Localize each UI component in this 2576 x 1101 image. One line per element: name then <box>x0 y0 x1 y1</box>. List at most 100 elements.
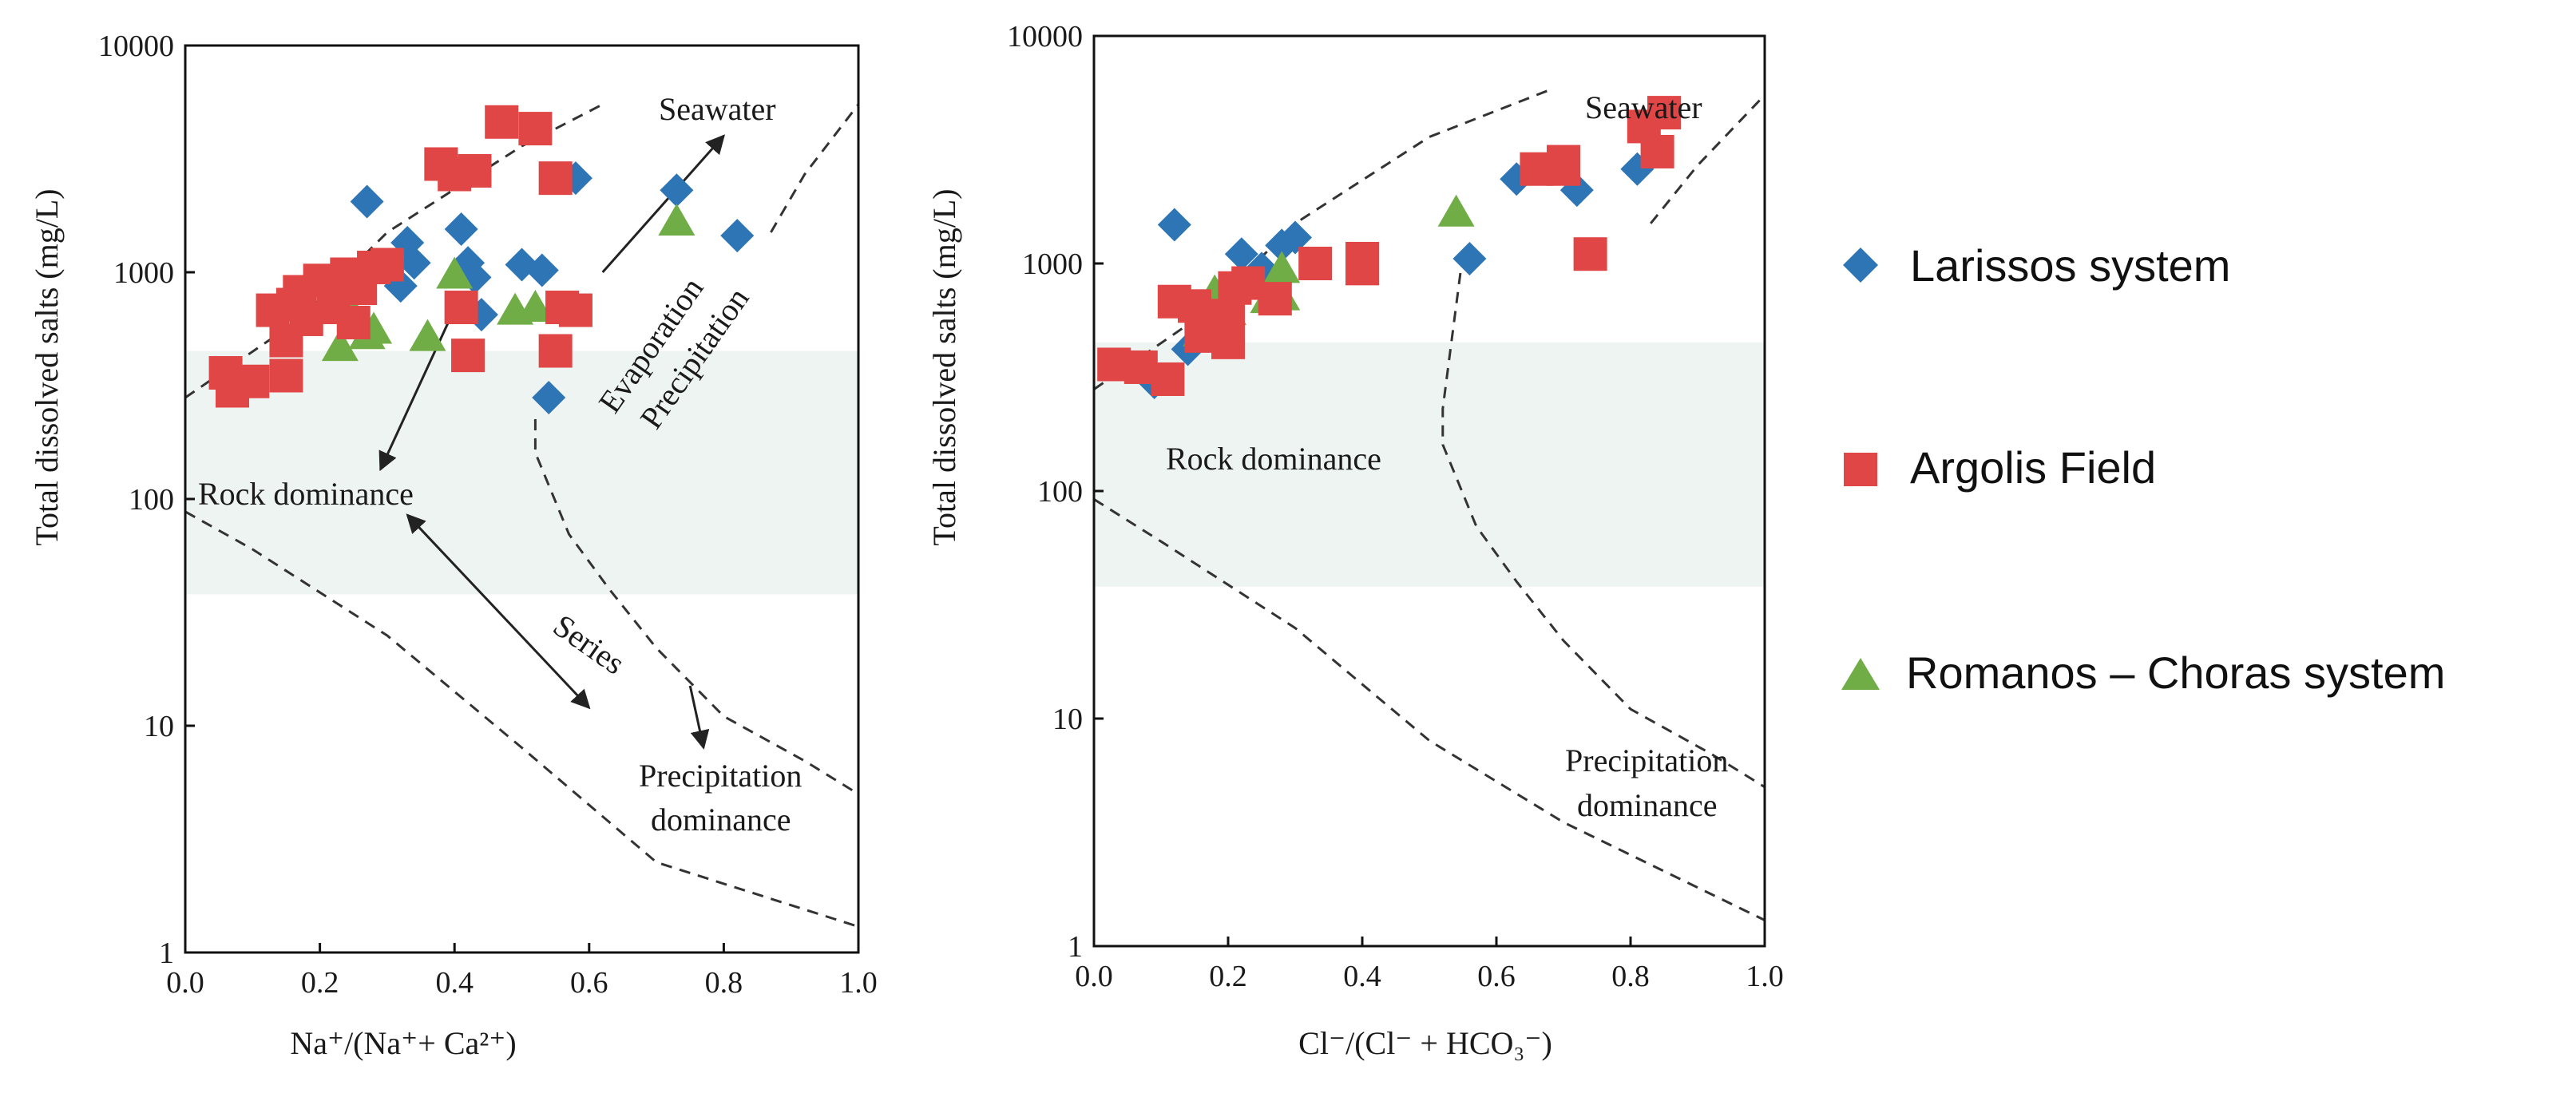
legend-label: Larissos system <box>1910 240 2230 291</box>
annotation-rock-dominance: Rock dominance <box>198 476 414 512</box>
trend-arrow <box>406 513 591 710</box>
data-points <box>1097 96 1681 400</box>
point-larissos <box>350 184 384 219</box>
legend-item-larissos: Larissos system <box>1843 240 2230 291</box>
point-argolis <box>1151 362 1185 396</box>
x-tick-label: 0.8 <box>1611 960 1650 993</box>
annotation-rock-dominance: Rock dominance <box>1166 441 1381 477</box>
boundary-right_upper <box>1650 93 1766 224</box>
point-argolis <box>269 323 303 358</box>
point-larissos <box>1157 208 1191 242</box>
x-tick-label: 0.4 <box>1343 960 1381 993</box>
point-argolis <box>1345 251 1379 286</box>
diamond-marker-icon <box>1843 248 1878 283</box>
annotation-precipitation-dominance-2: dominance <box>1577 787 1718 823</box>
y-axis-label: Total dissolved salts (mg/L) <box>926 188 962 545</box>
x-tick-label: 0.0 <box>1075 960 1113 993</box>
data-points <box>208 105 755 415</box>
point-argolis <box>1640 134 1674 168</box>
y-axis-ticks: 1 10 100 1000 10000 <box>1007 20 1104 964</box>
point-romanos <box>409 319 446 351</box>
boundary-upper <box>1093 89 1551 390</box>
point-argolis <box>269 358 303 393</box>
y-axis-label: Total dissolved salts (mg/L) <box>29 188 65 545</box>
point-larissos <box>720 219 755 253</box>
y-tick-label: 10 <box>144 710 174 743</box>
boundary-right_upper <box>770 103 860 233</box>
point-larissos <box>444 212 478 246</box>
point-argolis <box>458 154 492 188</box>
shaded-band <box>1094 342 1765 587</box>
point-romanos <box>1263 251 1301 283</box>
x-tick-label: 0.2 <box>1209 960 1247 993</box>
point-argolis <box>538 161 573 196</box>
x-tick-label: 0.2 <box>301 966 339 1000</box>
legend-item-argolis: Argolis Field <box>1844 442 2156 493</box>
y-tick-label: 1000 <box>1022 248 1083 281</box>
y-tick-label: 100 <box>129 483 174 517</box>
gibbs-plot-cation: 1 10 100 1000 10000 0.0 0.2 0.4 0.6 0.8 1.0 Total… <box>29 30 878 1061</box>
legend-item-romanos: Romanos – Choras system <box>1841 648 2445 698</box>
boundary-right_curve <box>533 419 859 795</box>
point-argolis <box>1298 247 1333 280</box>
boundary-lines <box>1093 89 1766 921</box>
legend: Larissos system Argolis Field Romanos – … <box>1841 240 2445 698</box>
y-tick-label: 1 <box>1068 930 1083 964</box>
y-tick-label: 100 <box>1037 475 1083 509</box>
x-tick-label: 0.8 <box>705 966 743 1000</box>
point-larissos <box>1278 220 1312 255</box>
point-romanos <box>1437 194 1475 227</box>
trend-arrow <box>601 134 725 273</box>
annotation-series: Series <box>547 608 632 682</box>
x-tick-label: 1.0 <box>1746 960 1784 993</box>
point-argolis <box>538 334 573 368</box>
legend-label: Romanos – Choras system <box>1906 648 2445 698</box>
y-tick-label: 1 <box>159 937 174 970</box>
x-tick-label: 0.4 <box>435 966 474 1000</box>
legend-label: Argolis Field <box>1910 442 2156 493</box>
trend-arrow <box>688 685 710 750</box>
point-larissos <box>532 381 566 415</box>
point-argolis <box>1647 96 1681 130</box>
point-argolis <box>485 105 519 139</box>
x-tick-label: 0.0 <box>166 966 204 1000</box>
annotation-seawater: Seawater <box>1585 89 1702 125</box>
x-axis-label: Na⁺/(Na⁺+ Ca²⁺) <box>290 1025 516 1061</box>
boundary-lines <box>184 103 860 929</box>
boundary-right_curve <box>1441 254 1766 789</box>
point-romanos <box>658 204 696 236</box>
point-argolis <box>1573 237 1607 271</box>
point-larissos <box>525 253 559 287</box>
point-argolis <box>451 339 485 373</box>
triangle-marker-icon <box>1841 658 1880 690</box>
boundary-left_lower <box>184 510 859 929</box>
point-larissos <box>660 173 694 208</box>
point-romanos <box>517 289 554 322</box>
point-argolis <box>558 293 592 327</box>
point-argolis <box>236 364 270 398</box>
y-axis-ticks: 1 10 100 1000 10000 <box>98 30 195 970</box>
point-argolis <box>1184 319 1219 353</box>
y-tick-label: 10 <box>1052 703 1083 736</box>
x-axis-ticks: 0.0 0.2 0.4 0.6 0.8 1.0 <box>166 943 878 1000</box>
point-argolis <box>518 112 553 146</box>
boundary-lower <box>1093 498 1766 921</box>
point-argolis <box>336 306 371 340</box>
point-argolis <box>1258 282 1292 316</box>
x-tick-label: 0.6 <box>1477 960 1516 993</box>
point-argolis <box>370 248 404 282</box>
annotation-precipitation-dominance-1: Precipitation <box>1565 743 1728 778</box>
y-tick-label: 10000 <box>1007 20 1083 53</box>
y-tick-label: 1000 <box>113 256 174 290</box>
annotation-seawater: Seawater <box>659 91 776 127</box>
point-larissos <box>397 246 431 280</box>
square-marker-icon <box>1844 453 1877 486</box>
x-tick-label: 0.6 <box>570 966 608 1000</box>
x-tick-label: 1.0 <box>839 966 878 1000</box>
x-axis-ticks: 0.0 0.2 0.4 0.6 0.8 1.0 <box>1075 937 1784 993</box>
point-larissos <box>1452 241 1487 275</box>
point-romanos <box>321 329 359 362</box>
annotation-precipitation-dominance-2: dominance <box>651 802 791 838</box>
point-argolis <box>1547 152 1580 186</box>
